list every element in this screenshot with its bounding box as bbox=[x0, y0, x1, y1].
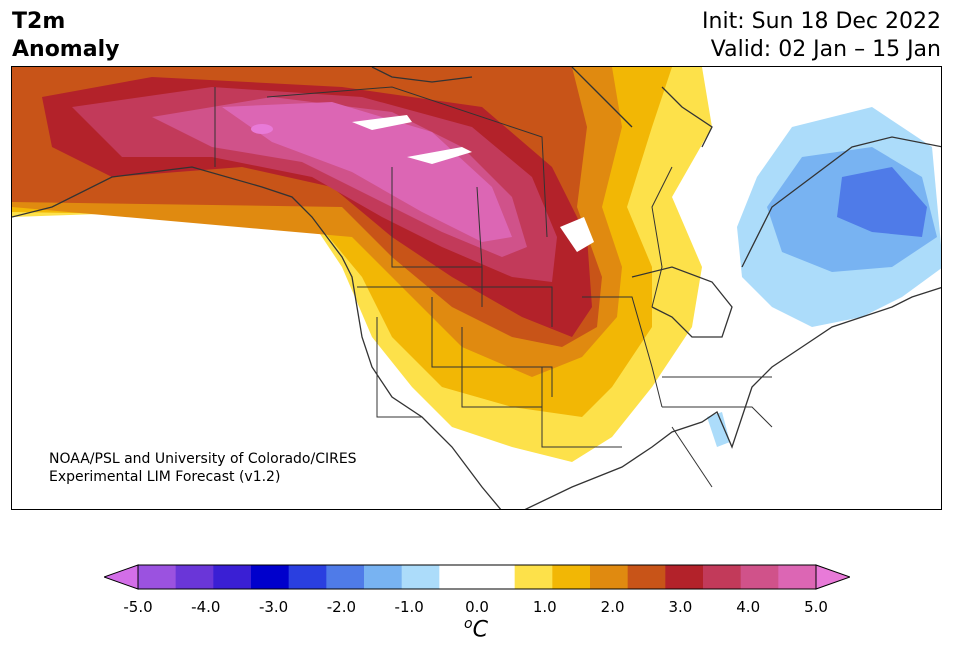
anomaly-florida-blue bbox=[707, 412, 730, 447]
colorbar-cell bbox=[138, 565, 177, 589]
lake-patch-3 bbox=[560, 217, 594, 252]
colorbar-cell bbox=[213, 565, 252, 589]
colorbar-cell bbox=[401, 565, 440, 589]
colorbar-cell bbox=[175, 565, 214, 589]
colorbar-cells bbox=[104, 564, 850, 590]
colorbar-cell bbox=[740, 565, 779, 589]
colorbar-cell bbox=[251, 565, 290, 589]
colorbar-cell bbox=[778, 565, 817, 589]
credit-line-2: Experimental LIM Forecast (v1.2) bbox=[49, 469, 281, 485]
colorbar-tick-label: 0.0 bbox=[465, 598, 489, 616]
colorbar-cell bbox=[326, 565, 365, 589]
colorbar-tick-label: 1.0 bbox=[532, 598, 557, 616]
date-info: Init: Sun 18 Dec 2022 Valid: 02 Jan – 15… bbox=[702, 8, 941, 64]
init-date: Init: Sun 18 Dec 2022 bbox=[702, 9, 941, 34]
colorbar-cell bbox=[590, 565, 629, 589]
colorbar-tick-label: -4.0 bbox=[191, 598, 221, 616]
colorbar-tick-label: -1.0 bbox=[394, 598, 424, 616]
anomaly-magenta-region bbox=[222, 102, 512, 242]
colorbar bbox=[104, 564, 850, 590]
colorbar-tick-label: -5.0 bbox=[123, 598, 153, 616]
colorbar-cell bbox=[703, 565, 742, 589]
colorbar-tick-label: -2.0 bbox=[326, 598, 357, 616]
anomaly-map bbox=[11, 66, 942, 510]
unit-main: C bbox=[472, 617, 488, 643]
title-line-2: Anomaly bbox=[12, 37, 120, 62]
colorbar-arrow-high bbox=[815, 564, 850, 590]
colorbar-tick-label: 5.0 bbox=[804, 598, 828, 616]
map-title: T2m Anomaly bbox=[12, 8, 119, 64]
coastlines bbox=[12, 67, 941, 509]
colorbar-cell bbox=[627, 565, 666, 589]
colorbar-cell bbox=[439, 565, 478, 589]
colorbar-cell bbox=[477, 565, 516, 589]
unit-label: oC bbox=[464, 616, 488, 642]
colorbar-border bbox=[137, 564, 817, 590]
unit-superscript: o bbox=[464, 616, 473, 632]
lake-patch-1 bbox=[352, 115, 412, 130]
anomaly-max-spot bbox=[251, 124, 273, 134]
colorbar-tick-label: -3.0 bbox=[258, 598, 289, 616]
valid-date: Valid: 02 Jan – 15 Jan bbox=[710, 37, 941, 62]
colorbar-arrow-low bbox=[104, 564, 139, 590]
title-line-1: T2m bbox=[12, 9, 66, 34]
map-svg bbox=[12, 67, 941, 509]
colorbar-tick-label: 4.0 bbox=[736, 598, 761, 616]
credit-text: NOAA/PSL and University of Colorado/CIRE… bbox=[49, 450, 357, 486]
colorbar-cell bbox=[552, 565, 591, 589]
lake-patch-2 bbox=[407, 147, 472, 164]
colorbar-cell bbox=[364, 565, 403, 589]
colorbar-cell bbox=[514, 565, 553, 589]
credit-line-1: NOAA/PSL and University of Colorado/CIRE… bbox=[49, 451, 357, 467]
anomaly-deepblue-region bbox=[837, 167, 927, 237]
colorbar-tick-label: 2.0 bbox=[600, 598, 625, 616]
colorbar-cell bbox=[288, 565, 327, 589]
colorbar-cell bbox=[665, 565, 704, 589]
political-boundaries bbox=[214, 86, 773, 488]
colorbar-tick-label: 3.0 bbox=[668, 598, 693, 616]
